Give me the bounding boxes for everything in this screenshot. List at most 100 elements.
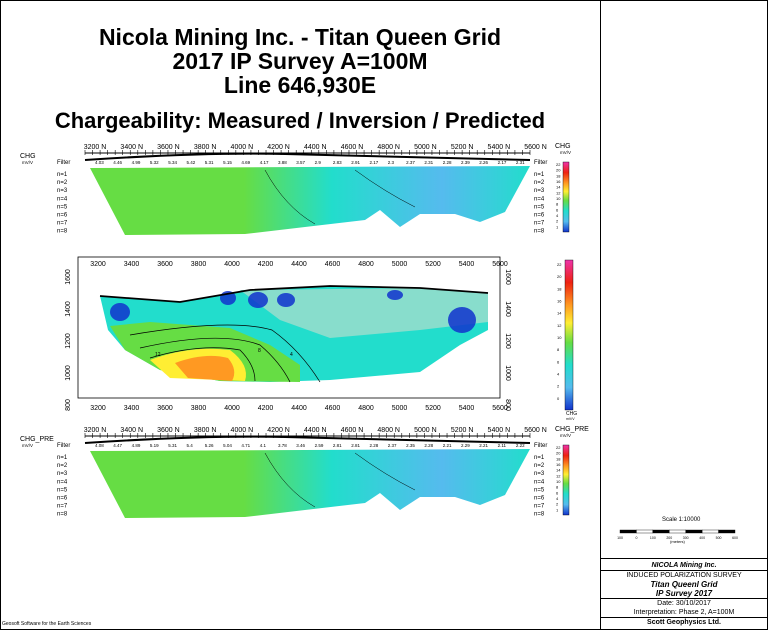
measured-filter-value: 2.3 xyxy=(388,160,395,165)
inversion-y-tick-left: 1000 xyxy=(65,365,72,381)
inversion-x-tick-top: 5200 xyxy=(425,261,441,268)
inversion-contour xyxy=(139,337,291,383)
predicted-x-tick: 4400 N xyxy=(304,427,327,434)
predicted-filter-value: 5.26 xyxy=(205,443,214,448)
measured-x-tick: 5200 N xyxy=(451,144,474,151)
predicted-scale-tick: 20 xyxy=(556,451,561,456)
inversion-scale-tick: 12 xyxy=(557,323,562,328)
predicted-filter-value: 2.81 xyxy=(333,443,342,448)
inversion-contour xyxy=(129,324,321,383)
predicted-x-tick: 5400 N xyxy=(488,427,511,434)
predicted-scale-tick: 18 xyxy=(556,456,561,461)
measured-filter-value: 2.26 xyxy=(479,160,488,165)
measured-filter-value: 2.17 xyxy=(498,160,507,165)
predicted-filter-value: 2.28 xyxy=(370,443,379,448)
predicted-filter-value: 2.81 xyxy=(351,443,360,448)
inversion-x-tick-top: 5400 xyxy=(459,261,475,268)
inversion-scale-tick: 20 xyxy=(557,274,562,279)
predicted-left-label: CHG_PRE xyxy=(20,436,54,443)
measured-filter-value: 2.17 xyxy=(370,160,379,165)
predicted-x-tick: 3200 N xyxy=(84,427,107,434)
predicted-x-tick: 4200 N xyxy=(267,427,290,434)
predicted-scale-tick: 8 xyxy=(556,485,559,490)
predicted-filter-value: 2.21 xyxy=(443,443,452,448)
measured-color-scale xyxy=(562,161,570,233)
predicted-color-scale xyxy=(562,444,570,516)
measured-filter-label: Filter xyxy=(57,160,70,166)
predicted-filter-value: 2.29 xyxy=(461,443,470,448)
measured-scale-tick: 4 xyxy=(556,213,559,218)
measured-scale-tick: 2 xyxy=(556,219,559,224)
measured-n-label-left: n=2 xyxy=(57,180,68,186)
inversion-y-tick-right: 1400 xyxy=(504,301,511,317)
title-line-2: 2017 IP Survey A=100M xyxy=(172,48,428,74)
scale-bar-tick: 400 xyxy=(699,536,705,540)
inversion-low-anomaly xyxy=(387,290,403,300)
predicted-filter-value: 2.35 xyxy=(406,443,415,448)
predicted-n-label-right: n=4 xyxy=(534,479,545,485)
predicted-pseudosection-body xyxy=(90,449,530,518)
inversion-y-tick-right: 1600 xyxy=(504,269,511,285)
measured-filter-value: 2.31 xyxy=(424,160,433,165)
measured-x-tick: 3400 N xyxy=(120,144,143,151)
measured-n-label-right: n=3 xyxy=(534,188,545,194)
info-box: NICOLA Mining Inc. INDUCED POLARIZATION … xyxy=(601,558,767,629)
inversion-x-tick-bottom: 3600 xyxy=(157,405,173,412)
measured-x-tick: 4000 N xyxy=(231,144,254,151)
inversion-y-tick-right: 1200 xyxy=(504,333,511,349)
scale-bar-tick: 500 xyxy=(716,536,722,540)
measured-right-unit: mV/V xyxy=(560,150,571,155)
measured-n-label-right: n=8 xyxy=(534,229,545,235)
measured-x-tick: 4400 N xyxy=(304,144,327,151)
scale-bar-segment xyxy=(652,529,670,534)
predicted-n-label-right: n=1 xyxy=(534,455,545,461)
scale-bar-tick: 200 xyxy=(666,536,672,540)
predicted-n-label-right: n=3 xyxy=(534,471,545,477)
measured-scale-tick: 16 xyxy=(556,179,561,184)
inversion-y-tick-left: 1200 xyxy=(65,333,72,349)
inversion-low-anomaly xyxy=(110,303,130,321)
predicted-n-label-left: n=4 xyxy=(57,479,68,485)
measured-filter-value: 4.03 xyxy=(95,160,104,165)
inversion-scale-label: CHG xyxy=(566,411,577,417)
inversion-scale-unit: mV/V xyxy=(566,417,575,421)
predicted-right-unit: mV/V xyxy=(560,433,571,438)
measured-filter-label-right: Filter xyxy=(534,160,547,166)
predicted-n-label-right: n=2 xyxy=(534,463,545,469)
scale-bar-tick: 0 xyxy=(635,536,637,540)
measured-left-unit: mV/V xyxy=(22,160,33,165)
measured-n-label-right: n=6 xyxy=(534,213,545,219)
inversion-contour xyxy=(149,347,256,382)
measured-x-tick: 3200 N xyxy=(84,144,107,151)
predicted-n-label-right: n=7 xyxy=(534,504,545,510)
inversion-x-tick-top: 3200 xyxy=(90,261,106,268)
predicted-scale-tick: 10 xyxy=(556,479,561,484)
predicted-n-label-left: n=3 xyxy=(57,471,68,477)
inversion-scale-tick: 18 xyxy=(557,286,562,291)
inversion-x-tick-bottom: 4400 xyxy=(291,405,307,412)
predicted-filter-value: 5.04 xyxy=(223,443,232,448)
predicted-filter-value: 4.1 xyxy=(260,443,267,448)
inversion-x-tick-bottom: 4800 xyxy=(358,405,374,412)
predicted-filter-label: Filter xyxy=(57,443,70,449)
predicted-contour xyxy=(354,452,416,491)
title-line-1: Nicola Mining Inc. - Titan Queen Grid xyxy=(98,24,502,50)
measured-filter-value: 5.42 xyxy=(187,160,196,165)
measured-left-label: CHG xyxy=(20,153,36,160)
scale-bar-unit: (meters) xyxy=(670,539,686,544)
inversion-x-tick-bottom: 5600 xyxy=(492,405,508,412)
inversion-x-tick-top: 3800 xyxy=(191,261,207,268)
scale-bar-segment xyxy=(701,529,719,534)
measured-filter-value: 4.46 xyxy=(113,160,122,165)
predicted-n-label-left: n=8 xyxy=(57,512,68,518)
measured-filter-value: 2.39 xyxy=(461,160,470,165)
inversion-scale-tick: 16 xyxy=(557,299,562,304)
predicted-filter-value: 2.37 xyxy=(388,443,397,448)
inversion-light-zone xyxy=(240,288,488,338)
inversion-scale-tick: 22 xyxy=(557,262,562,267)
measured-scale-tick: 12 xyxy=(556,190,561,195)
measured-filter-value: 2.83 xyxy=(333,160,342,165)
inversion-x-tick-top: 4400 xyxy=(291,261,307,268)
inversion-contour-label: 12 xyxy=(155,352,161,358)
